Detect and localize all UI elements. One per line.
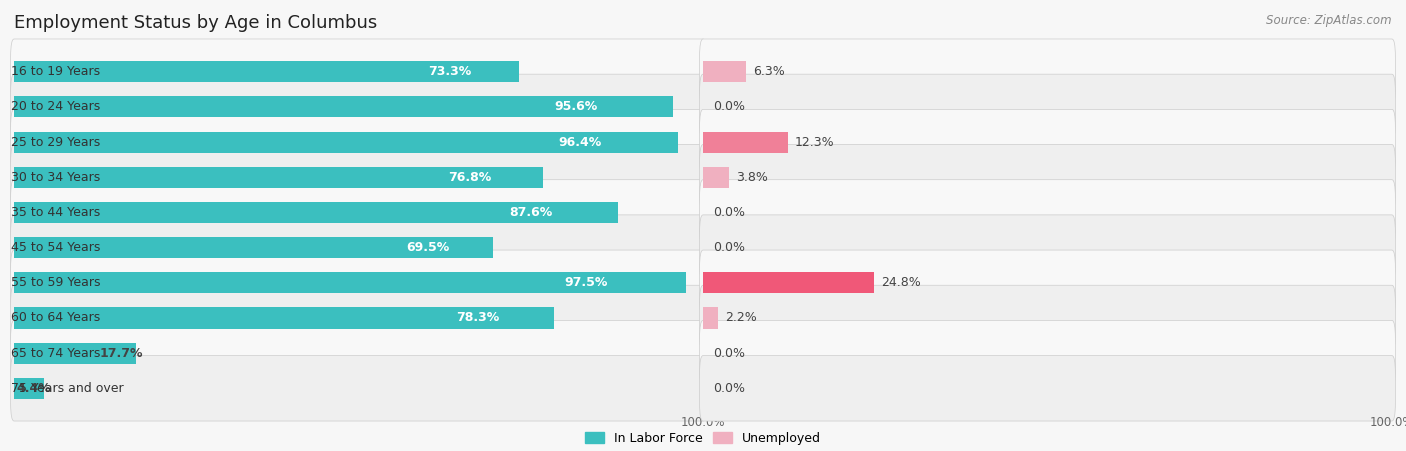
Text: 6.3%: 6.3% [754, 65, 785, 78]
Text: 3.8%: 3.8% [737, 171, 768, 184]
FancyBboxPatch shape [703, 233, 1392, 262]
FancyBboxPatch shape [11, 355, 706, 421]
Text: 25 to 29 Years: 25 to 29 Years [11, 136, 100, 148]
Text: 96.4%: 96.4% [558, 136, 602, 148]
Text: 69.5%: 69.5% [406, 241, 450, 254]
Text: 12.3%: 12.3% [794, 136, 834, 148]
FancyBboxPatch shape [700, 285, 1395, 351]
FancyBboxPatch shape [11, 285, 706, 351]
FancyBboxPatch shape [11, 109, 706, 175]
Text: Source: ZipAtlas.com: Source: ZipAtlas.com [1267, 14, 1392, 27]
Text: 17.7%: 17.7% [100, 347, 143, 359]
FancyBboxPatch shape [11, 39, 706, 105]
FancyBboxPatch shape [14, 127, 703, 157]
Text: 65 to 74 Years: 65 to 74 Years [11, 347, 100, 359]
Bar [14, 132, 678, 152]
FancyBboxPatch shape [700, 74, 1395, 140]
FancyBboxPatch shape [700, 355, 1395, 421]
FancyBboxPatch shape [14, 198, 703, 227]
FancyBboxPatch shape [703, 338, 1392, 368]
FancyBboxPatch shape [11, 250, 706, 316]
FancyBboxPatch shape [700, 250, 1395, 316]
FancyBboxPatch shape [11, 320, 706, 386]
Bar [14, 167, 543, 188]
Text: 16 to 19 Years: 16 to 19 Years [11, 65, 100, 78]
Text: Employment Status by Age in Columbus: Employment Status by Age in Columbus [14, 14, 377, 32]
FancyBboxPatch shape [14, 268, 703, 298]
FancyBboxPatch shape [700, 320, 1395, 386]
Bar [703, 167, 730, 188]
Text: 73.3%: 73.3% [429, 65, 471, 78]
FancyBboxPatch shape [703, 127, 1392, 157]
Bar [14, 343, 136, 364]
FancyBboxPatch shape [703, 198, 1392, 227]
Text: 76.8%: 76.8% [449, 171, 491, 184]
FancyBboxPatch shape [703, 373, 1392, 403]
Bar [14, 61, 519, 82]
Text: 45 to 54 Years: 45 to 54 Years [11, 241, 100, 254]
FancyBboxPatch shape [703, 268, 1392, 298]
Text: 24.8%: 24.8% [880, 276, 921, 289]
Text: 20 to 24 Years: 20 to 24 Years [11, 101, 100, 113]
Bar [14, 237, 494, 258]
Text: 0.0%: 0.0% [713, 382, 745, 395]
Text: 0.0%: 0.0% [713, 241, 745, 254]
Bar [14, 308, 554, 328]
FancyBboxPatch shape [703, 162, 1392, 192]
FancyBboxPatch shape [11, 215, 706, 281]
FancyBboxPatch shape [700, 109, 1395, 175]
Bar [703, 272, 875, 293]
Text: 0.0%: 0.0% [713, 347, 745, 359]
FancyBboxPatch shape [14, 373, 703, 403]
FancyBboxPatch shape [11, 74, 706, 140]
FancyBboxPatch shape [11, 144, 706, 210]
FancyBboxPatch shape [700, 144, 1395, 210]
Text: 2.2%: 2.2% [725, 312, 756, 324]
Bar [703, 132, 787, 152]
Text: 75 Years and over: 75 Years and over [11, 382, 124, 395]
FancyBboxPatch shape [703, 57, 1392, 87]
Text: 0.0%: 0.0% [713, 101, 745, 113]
FancyBboxPatch shape [14, 162, 703, 192]
Bar [14, 97, 672, 117]
FancyBboxPatch shape [11, 179, 706, 245]
Legend: In Labor Force, Unemployed: In Labor Force, Unemployed [585, 432, 821, 445]
FancyBboxPatch shape [700, 215, 1395, 281]
Text: 35 to 44 Years: 35 to 44 Years [11, 206, 100, 219]
FancyBboxPatch shape [14, 338, 703, 368]
Bar [14, 202, 617, 223]
Text: 95.6%: 95.6% [554, 101, 598, 113]
FancyBboxPatch shape [14, 233, 703, 262]
Text: 0.0%: 0.0% [713, 206, 745, 219]
Text: 78.3%: 78.3% [457, 312, 499, 324]
Bar [703, 308, 718, 328]
FancyBboxPatch shape [14, 303, 703, 333]
Bar [14, 378, 45, 399]
FancyBboxPatch shape [700, 39, 1395, 105]
Text: 97.5%: 97.5% [565, 276, 609, 289]
Text: 30 to 34 Years: 30 to 34 Years [11, 171, 100, 184]
Text: 60 to 64 Years: 60 to 64 Years [11, 312, 100, 324]
Bar [14, 272, 686, 293]
Text: 55 to 59 Years: 55 to 59 Years [11, 276, 100, 289]
FancyBboxPatch shape [14, 57, 703, 87]
FancyBboxPatch shape [703, 303, 1392, 333]
FancyBboxPatch shape [703, 92, 1392, 122]
Text: 4.4%: 4.4% [17, 382, 51, 395]
Bar [703, 61, 747, 82]
FancyBboxPatch shape [700, 179, 1395, 245]
FancyBboxPatch shape [14, 92, 703, 122]
Text: 87.6%: 87.6% [509, 206, 553, 219]
